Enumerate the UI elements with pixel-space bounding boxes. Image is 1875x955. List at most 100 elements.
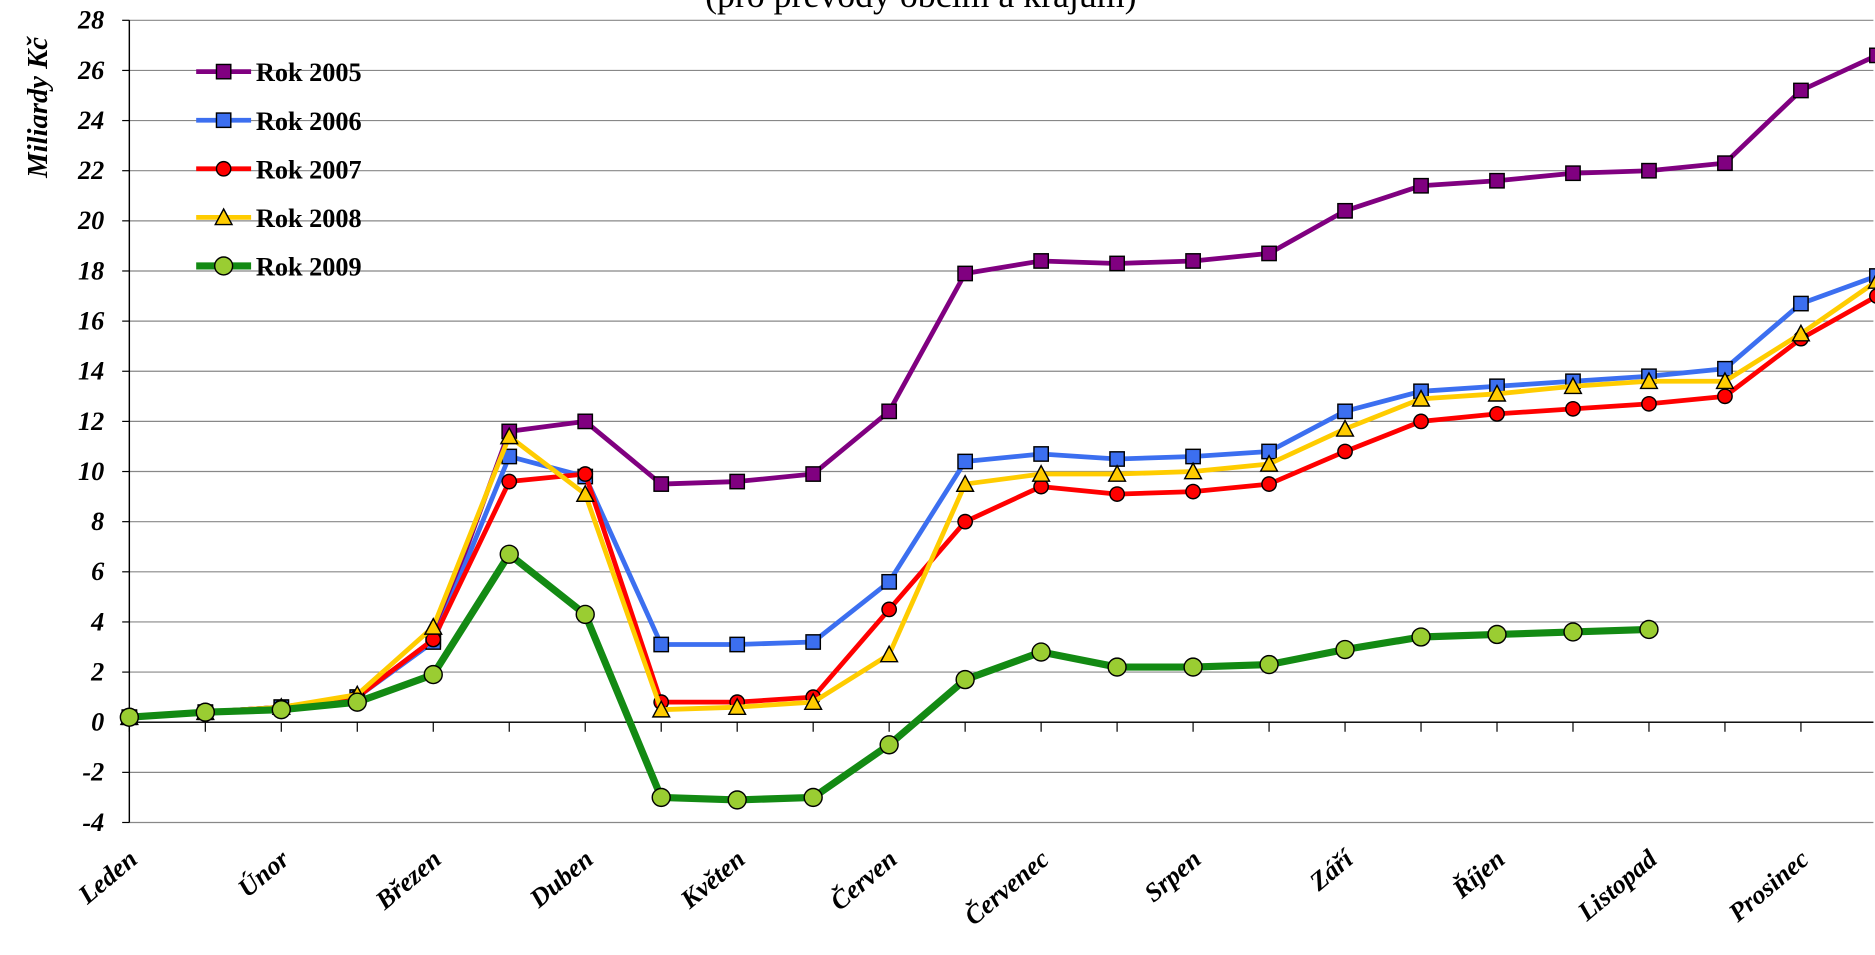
legend-label: Rok 2005 [256,58,362,87]
legend: Rok 2005 Rok 2006 Rok 2007 Rok 2008 Rok 2009 [196,58,362,282]
data-point [1185,483,1201,500]
data-point [1717,388,1733,405]
data-point [1639,371,1659,390]
data-point [1717,155,1733,172]
x-tick-label: Leden [72,844,143,910]
data-point [1869,268,1875,284]
y-tick-label: 6 [91,557,105,586]
legend-marker [215,63,232,80]
data-point [805,466,822,482]
data-point [1185,448,1201,465]
data-point [955,669,975,690]
data-point [1337,403,1353,420]
x-tick-label: Červenec [958,843,1055,931]
data-point [347,692,367,712]
data-point [1489,405,1505,422]
y-tick-label: 28 [77,6,104,35]
data-point [1641,162,1657,179]
legend-label: Rok 2009 [256,253,362,282]
data-point [1259,654,1279,675]
y-tick-label: 16 [78,306,105,335]
data-point [1185,253,1201,269]
data-point [1639,619,1659,640]
data-point [651,699,671,718]
x-tick-label: Duben [523,844,598,914]
legend-marker [215,112,232,129]
data-point [119,707,140,727]
data-point [1413,413,1429,430]
y-tick-label: 12 [78,407,104,436]
data-point [1261,476,1277,492]
data-point [1867,274,1875,289]
data-point [1183,461,1203,480]
data-point [575,484,595,502]
x-tick-label: Říjen [1446,844,1511,905]
data-point [881,601,898,618]
series-line [129,274,1875,720]
data-point [423,617,443,635]
data-point [1715,371,1735,390]
legend-label: Rok 2007 [256,155,362,184]
y-tick-label: 8 [91,507,104,536]
y-tick-label: -2 [82,758,104,787]
data-point [1109,486,1125,502]
data-point [1109,451,1125,467]
y-tick-label: 20 [77,206,104,235]
data-point [1487,624,1507,645]
data-point [1337,202,1353,219]
data-point [727,790,747,810]
y-tick-label: 4 [90,607,104,636]
data-point [879,644,899,663]
data-point [957,265,974,282]
legend-marker [213,256,234,276]
data-point [1033,446,1049,462]
data-point [1411,627,1431,647]
data-point [1411,388,1431,407]
data-point [1793,295,1809,312]
y-axis-label: Miliardy Kč [22,36,54,179]
data-point [729,473,746,490]
x-tick-label: Prosinec [1722,844,1814,928]
y-tick-label: 18 [78,256,104,285]
data-point [1031,642,1051,662]
data-point [1641,395,1657,412]
chart-subtitle: (pro převody obcím a krajům) [705,0,1136,15]
data-point [499,544,519,564]
data-point [195,702,215,722]
series-line [129,279,1875,720]
data-point [1183,657,1203,677]
data-point [1031,464,1051,482]
data-point [1791,323,1811,342]
data-point [881,403,898,420]
data-point [1487,383,1507,402]
data-point [803,787,823,808]
data-point [727,697,747,716]
y-tick-label: 24 [77,106,104,135]
data-point [1869,288,1875,304]
legend-label: Rok 2006 [256,107,362,136]
data-point [499,426,519,445]
data-point [1107,464,1127,482]
x-tick-label: Únor [232,843,295,903]
y-tick-label: 22 [77,156,104,185]
data-point [651,787,671,808]
data-point [1565,400,1581,417]
x-tick-label: Květen [674,844,750,915]
data-point [423,664,443,685]
y-tick-label: 2 [90,657,104,686]
data-point [1335,639,1355,660]
data-point [879,735,899,755]
data-point [577,466,594,482]
data-point [501,473,518,490]
data-point [803,692,823,711]
x-tick-label: Září [1303,843,1360,898]
data-point [1259,454,1279,472]
data-point [653,476,670,492]
y-tick-label: -4 [82,808,104,837]
legend-marker [215,160,232,177]
data-point [1033,253,1049,269]
data-point [957,513,974,530]
data-point [1261,245,1277,262]
data-point [575,604,595,625]
x-tick-label: Červen [824,844,902,917]
